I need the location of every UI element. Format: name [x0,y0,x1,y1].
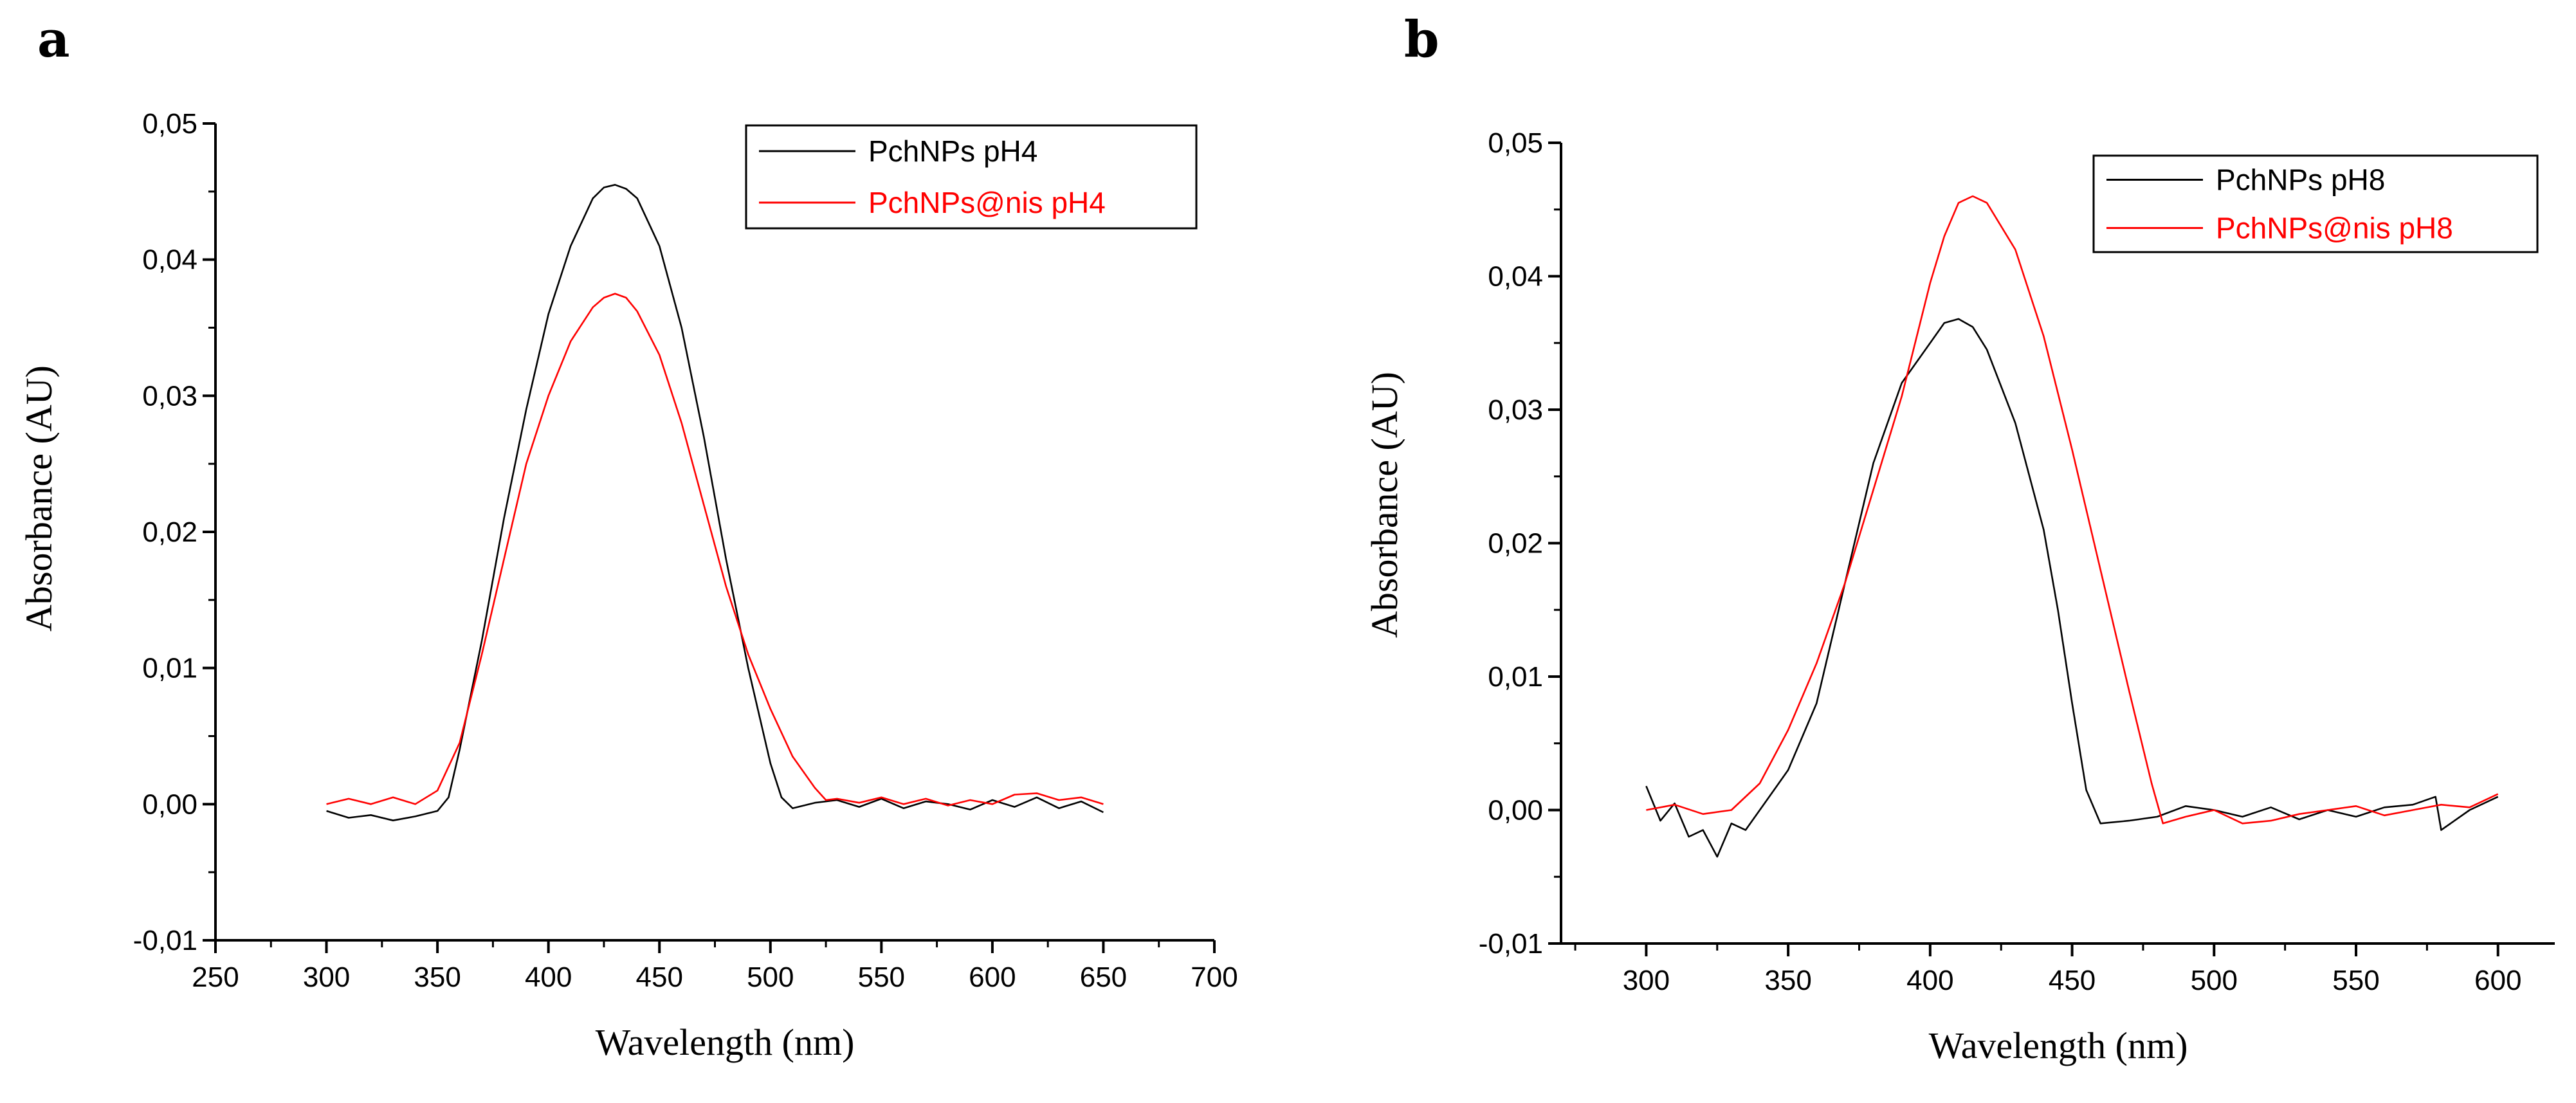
x-tick-label: 350 [414,962,461,993]
x-tick-label: 350 [1764,965,1811,996]
y-tick-label: 0,00 [1488,795,1543,826]
series-line-pchnps-ph8 [1645,318,2499,858]
legend-box [2092,154,2539,253]
x-tick-label: 550 [2332,965,2379,996]
y-tick-label: 0,05 [142,108,197,140]
x-tick-label: 650 [1080,962,1127,993]
y-tick-label: 0,02 [1488,528,1543,560]
y-tick-label: 0,04 [142,244,197,276]
series-line-pchnps-ph4 [326,183,1104,821]
y-tick-label: 0,01 [1488,661,1543,693]
legend-box [745,124,1198,230]
x-tick-label: 600 [2474,965,2521,996]
y-tick-label: 0,01 [142,653,197,684]
x-axis-title-a: Wavelength (nm) [596,1021,855,1063]
x-tick-label: 400 [1906,965,1953,996]
x-tick-label: 250 [192,962,239,993]
x-tick-label: 400 [525,962,572,993]
x-tick-label: 600 [969,962,1016,993]
x-tick-label: 500 [747,962,794,993]
series-line-pchnps-nis-ph4 [326,293,1104,807]
x-tick-label: 300 [303,962,350,993]
y-axis-title-b: Absorbance (AU) [1364,372,1405,638]
legend-label: PchNPs@nis pH4 [868,186,1106,219]
x-axis-title-b: Wavelength (nm) [1929,1025,2188,1066]
x-tick-label: 700 [1191,962,1238,993]
y-tick-label: 0,03 [142,380,197,412]
y-tick-label: -0,01 [1479,928,1543,960]
y-tick-label: 0,05 [1488,127,1543,159]
panel-b: b Absorbance (AU) Wavelength (nm) -0,01 0… [1364,10,2555,1066]
y-axis-title-a: Absorbance (AU) [18,365,60,632]
legend-label: PchNPs pH8 [2216,163,2385,197]
y-tick-label: 0,04 [1488,261,1543,293]
panel-label-a: a [37,10,70,69]
y-tick-label: 0,03 [1488,394,1543,426]
x-tick-label: 300 [1623,965,1670,996]
legend-label: PchNPs pH4 [868,134,1037,168]
legend-label: PchNPs@nis pH8 [2216,212,2453,245]
y-tick-label: -0,01 [133,925,197,956]
y-tick-label: 0,00 [142,789,197,820]
y-tick-label: 0,02 [142,516,197,548]
panel-a: a Absorbance (AU) Wavelength (nm) -0,01 0… [18,10,1238,1063]
x-tick-label: 450 [2049,965,2096,996]
series-line-pchnps-nis-ph8 [1646,195,2499,825]
panel-label-b: b [1404,10,1439,69]
x-tick-label: 450 [636,962,683,993]
x-tick-label: 500 [2191,965,2238,996]
x-tick-label: 550 [858,962,905,993]
